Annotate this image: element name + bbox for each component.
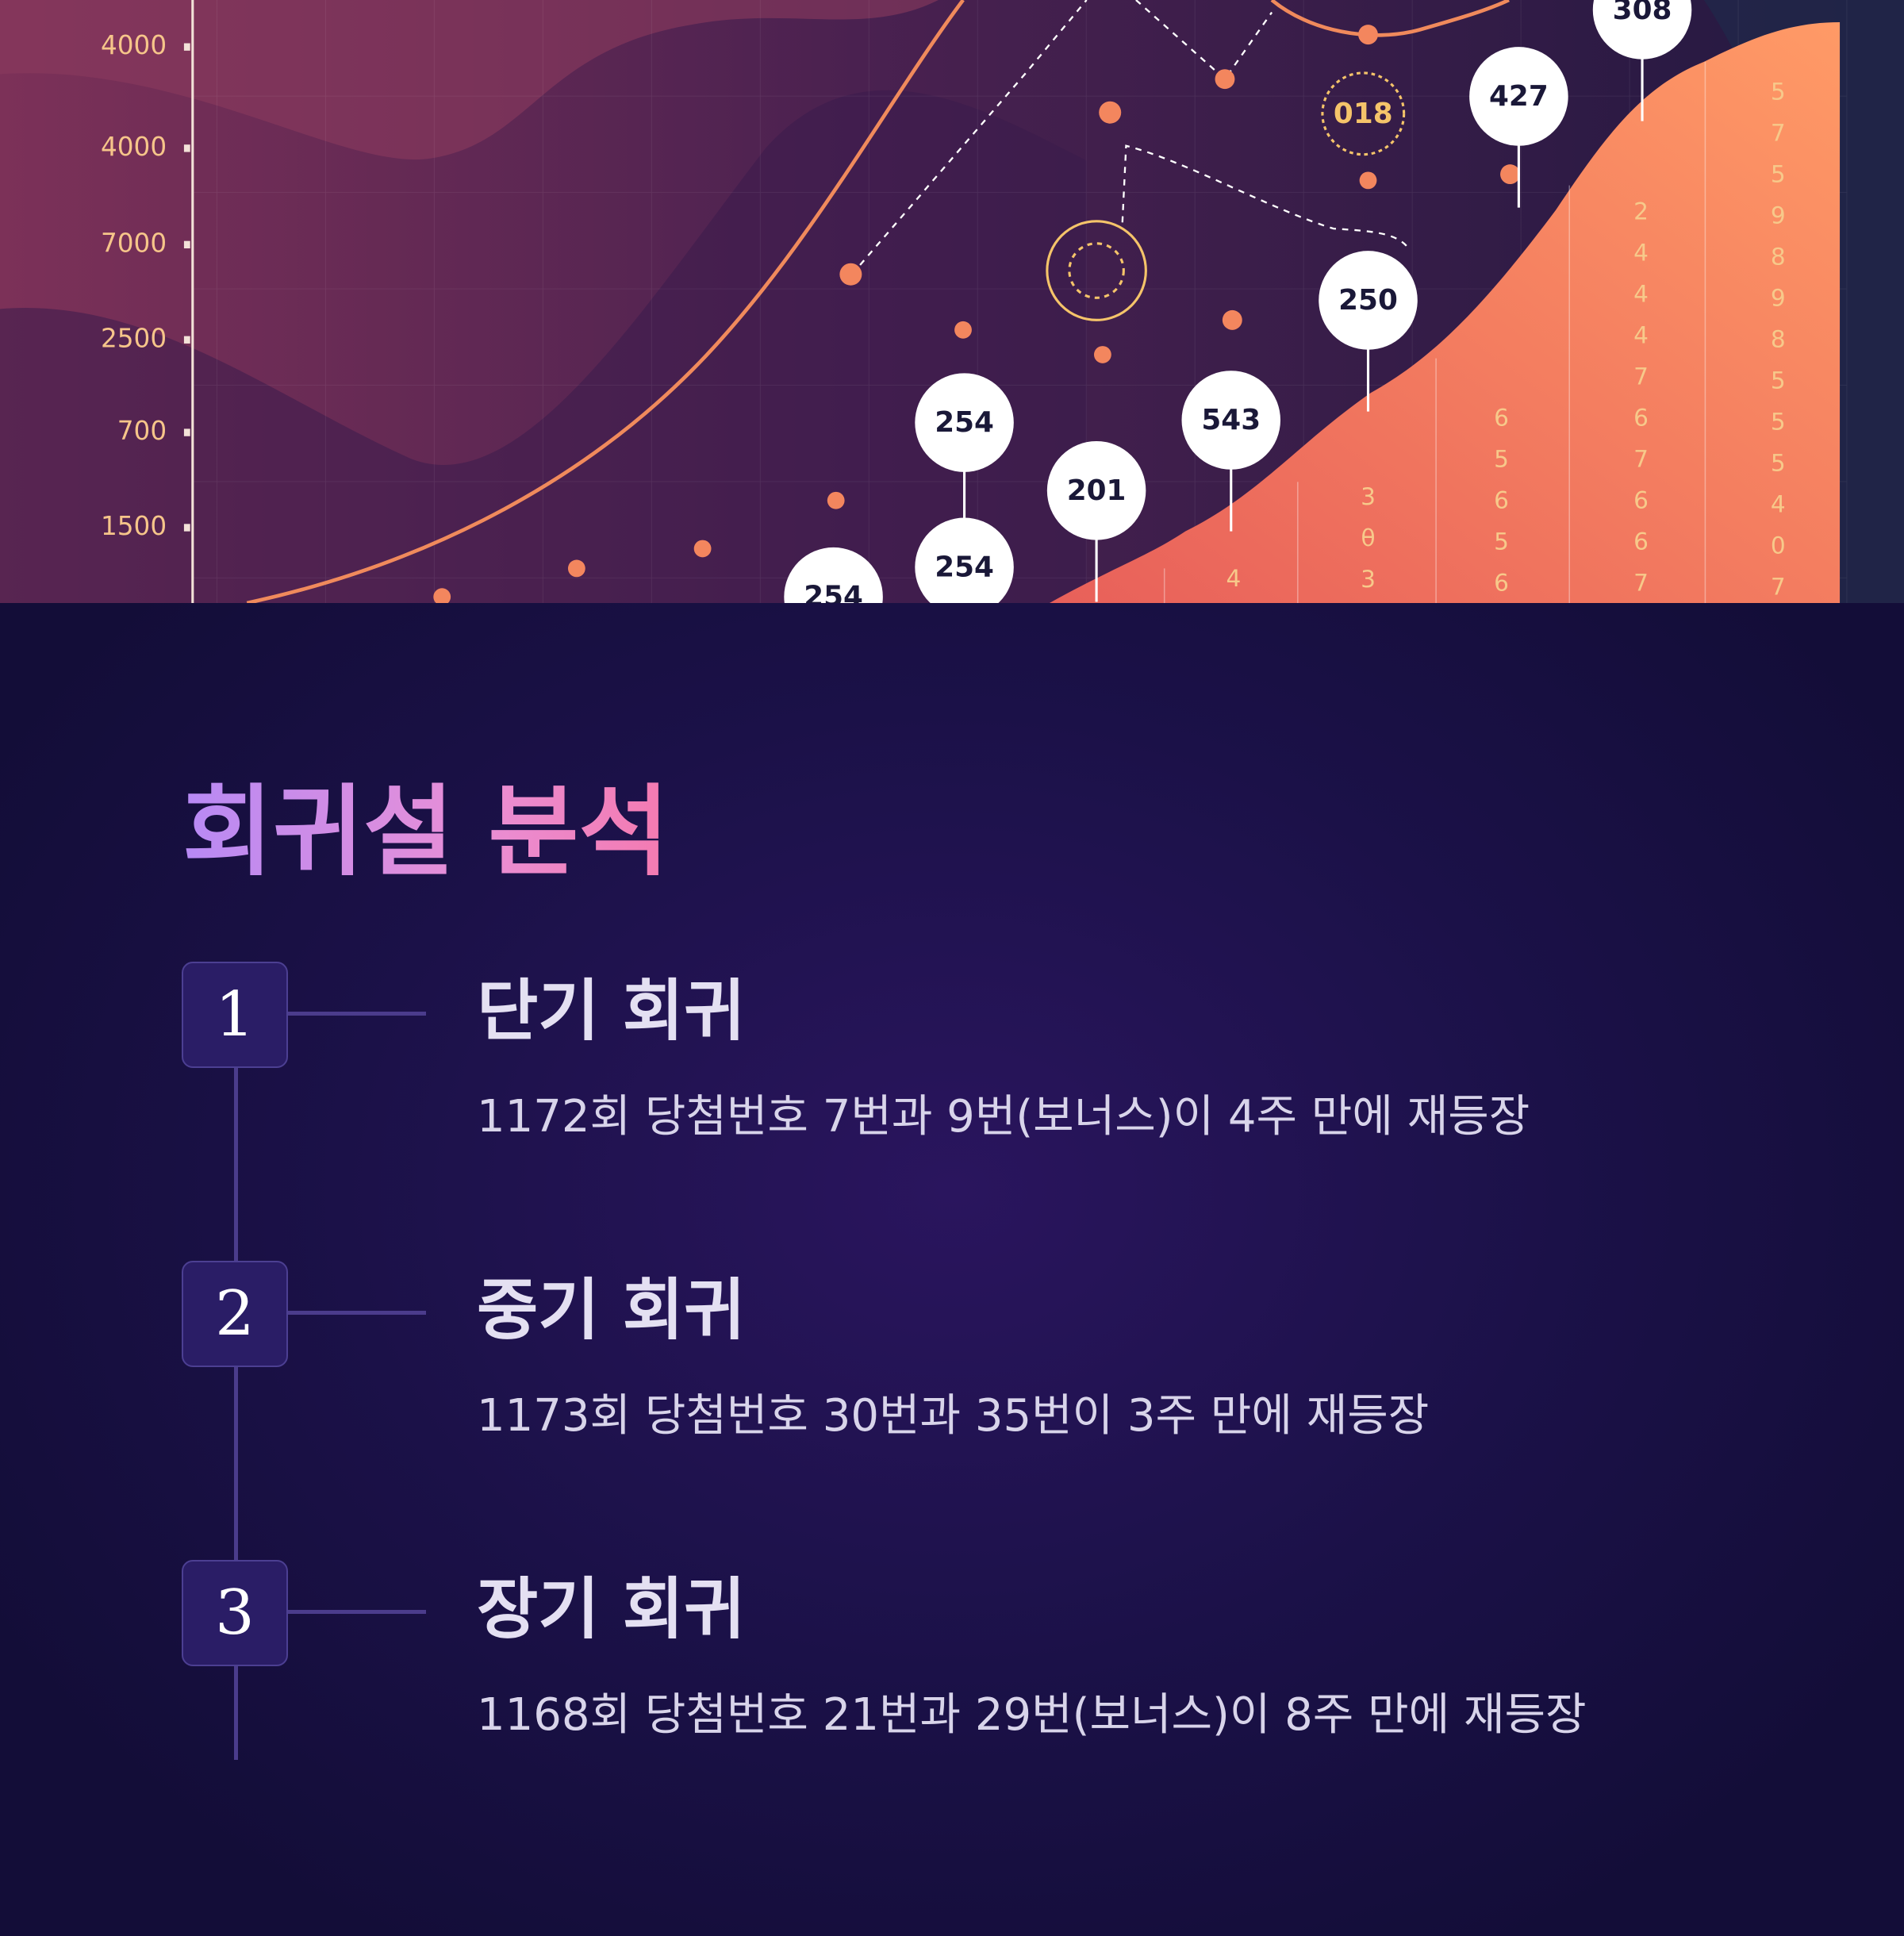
- timeline-item: 3 장기 회귀 1168회 당첨번호 21번과 29번(보너스)이 8주 만에 재등…: [0, 1560, 1904, 1798]
- bubble-label: 254: [935, 551, 994, 583]
- digit: 5: [1771, 367, 1786, 394]
- connector: [288, 1311, 426, 1315]
- bubble: [1592, 0, 1692, 60]
- digit: 6: [1633, 528, 1649, 555]
- item-heading: 중기 회귀: [477, 1271, 746, 1349]
- bubble: [1469, 47, 1568, 146]
- digit: 3: [1361, 483, 1376, 510]
- section-title: 회귀설 분석: [182, 774, 670, 892]
- axis-label: 4000: [101, 132, 167, 162]
- bubble-label: 254: [935, 406, 994, 439]
- axis-label: 1500: [101, 511, 167, 541]
- connector: [288, 1610, 426, 1614]
- digit: 6: [1494, 486, 1509, 513]
- digit: θ: [1361, 524, 1375, 551]
- item-heading: 단기 회귀: [477, 972, 746, 1050]
- bubble: [1319, 251, 1418, 350]
- step-number: 3: [182, 1560, 288, 1666]
- digit: 3: [1361, 566, 1376, 593]
- axis-tick: [183, 336, 190, 344]
- digit: 5: [1494, 528, 1509, 555]
- trend-curve: [246, 0, 965, 603]
- timeline-item: 2 중기 회귀 1173회 당첨번호 30번과 35번이 3주 만에 재등장: [0, 1261, 1904, 1499]
- item-text: 1168회 당첨번호 21번과 29번(보너스)이 8주 만에 재등장: [477, 1689, 1587, 1741]
- axis-label: 2500: [101, 323, 167, 353]
- bubble-label: 201: [1067, 474, 1127, 507]
- digit: 6: [1633, 486, 1649, 513]
- item-heading: 장기 회귀: [477, 1570, 746, 1648]
- digit: 4: [1226, 565, 1241, 592]
- axis-tick: [183, 428, 190, 436]
- step-number: 1: [182, 962, 288, 1068]
- digit: 0: [1771, 532, 1786, 559]
- digit: 6: [1494, 570, 1509, 597]
- axis-tick: [183, 240, 190, 249]
- bubble-label: 543: [1201, 404, 1261, 436]
- bubble-label: 308: [1613, 0, 1672, 26]
- item-text: 1173회 당첨번호 30번과 35번이 3주 만에 재등장: [477, 1390, 1430, 1442]
- axis-label: 700: [117, 416, 167, 446]
- digit: 8: [1771, 243, 1786, 270]
- axis-tick: [183, 43, 190, 51]
- bubble: [1181, 371, 1281, 470]
- item-text: 1172회 당첨번호 7번과 9번(보너스)이 4주 만에 재등장: [477, 1091, 1530, 1143]
- digit: 6: [1494, 404, 1509, 431]
- bubble: [915, 373, 1014, 472]
- digit: 5: [1494, 445, 1509, 472]
- badge: [1321, 71, 1406, 156]
- digit: 7: [1633, 445, 1649, 472]
- digit: 5: [1771, 160, 1786, 187]
- wave: [1703, 0, 1904, 603]
- digit: 4: [1633, 239, 1649, 266]
- badge-label: 018: [1334, 98, 1393, 130]
- digit: 7: [1633, 570, 1649, 597]
- digit: 8: [1771, 325, 1786, 352]
- digit: 5: [1771, 449, 1786, 476]
- digit: 9: [1771, 284, 1786, 311]
- bubble: [784, 547, 883, 603]
- bubble: [915, 517, 1014, 603]
- axis-tick: [183, 524, 190, 532]
- timeline-line: [234, 1068, 238, 1760]
- bubble-label: 250: [1338, 284, 1398, 317]
- bubble-label: 427: [1489, 80, 1549, 113]
- connector: [288, 1012, 426, 1016]
- digit: 7: [1633, 363, 1649, 390]
- digit: 4: [1633, 321, 1649, 348]
- digit: 4: [1633, 280, 1649, 307]
- digit: 7: [1771, 119, 1786, 146]
- digit: 5: [1771, 78, 1786, 105]
- axis-tick: [183, 144, 190, 152]
- bubble: [1046, 440, 1146, 540]
- step-number: 2: [182, 1261, 288, 1367]
- trend-curve: [1270, 0, 1510, 37]
- digit: 6: [1633, 404, 1649, 431]
- digit: 9: [1771, 202, 1786, 229]
- timeline-item: 1 단기 회귀 1172회 당첨번호 7번과 9번(보너스)이 4주 만에 재등장: [0, 962, 1904, 1200]
- digit: 4: [1771, 490, 1786, 517]
- digit: 7: [1771, 573, 1786, 600]
- axis-label: 7000: [101, 228, 167, 258]
- digit: 2: [1633, 198, 1649, 225]
- axis-label: 4000: [101, 30, 167, 60]
- bubble-label: 254: [804, 581, 863, 603]
- area: [1049, 22, 1841, 603]
- digit: 5: [1771, 408, 1786, 435]
